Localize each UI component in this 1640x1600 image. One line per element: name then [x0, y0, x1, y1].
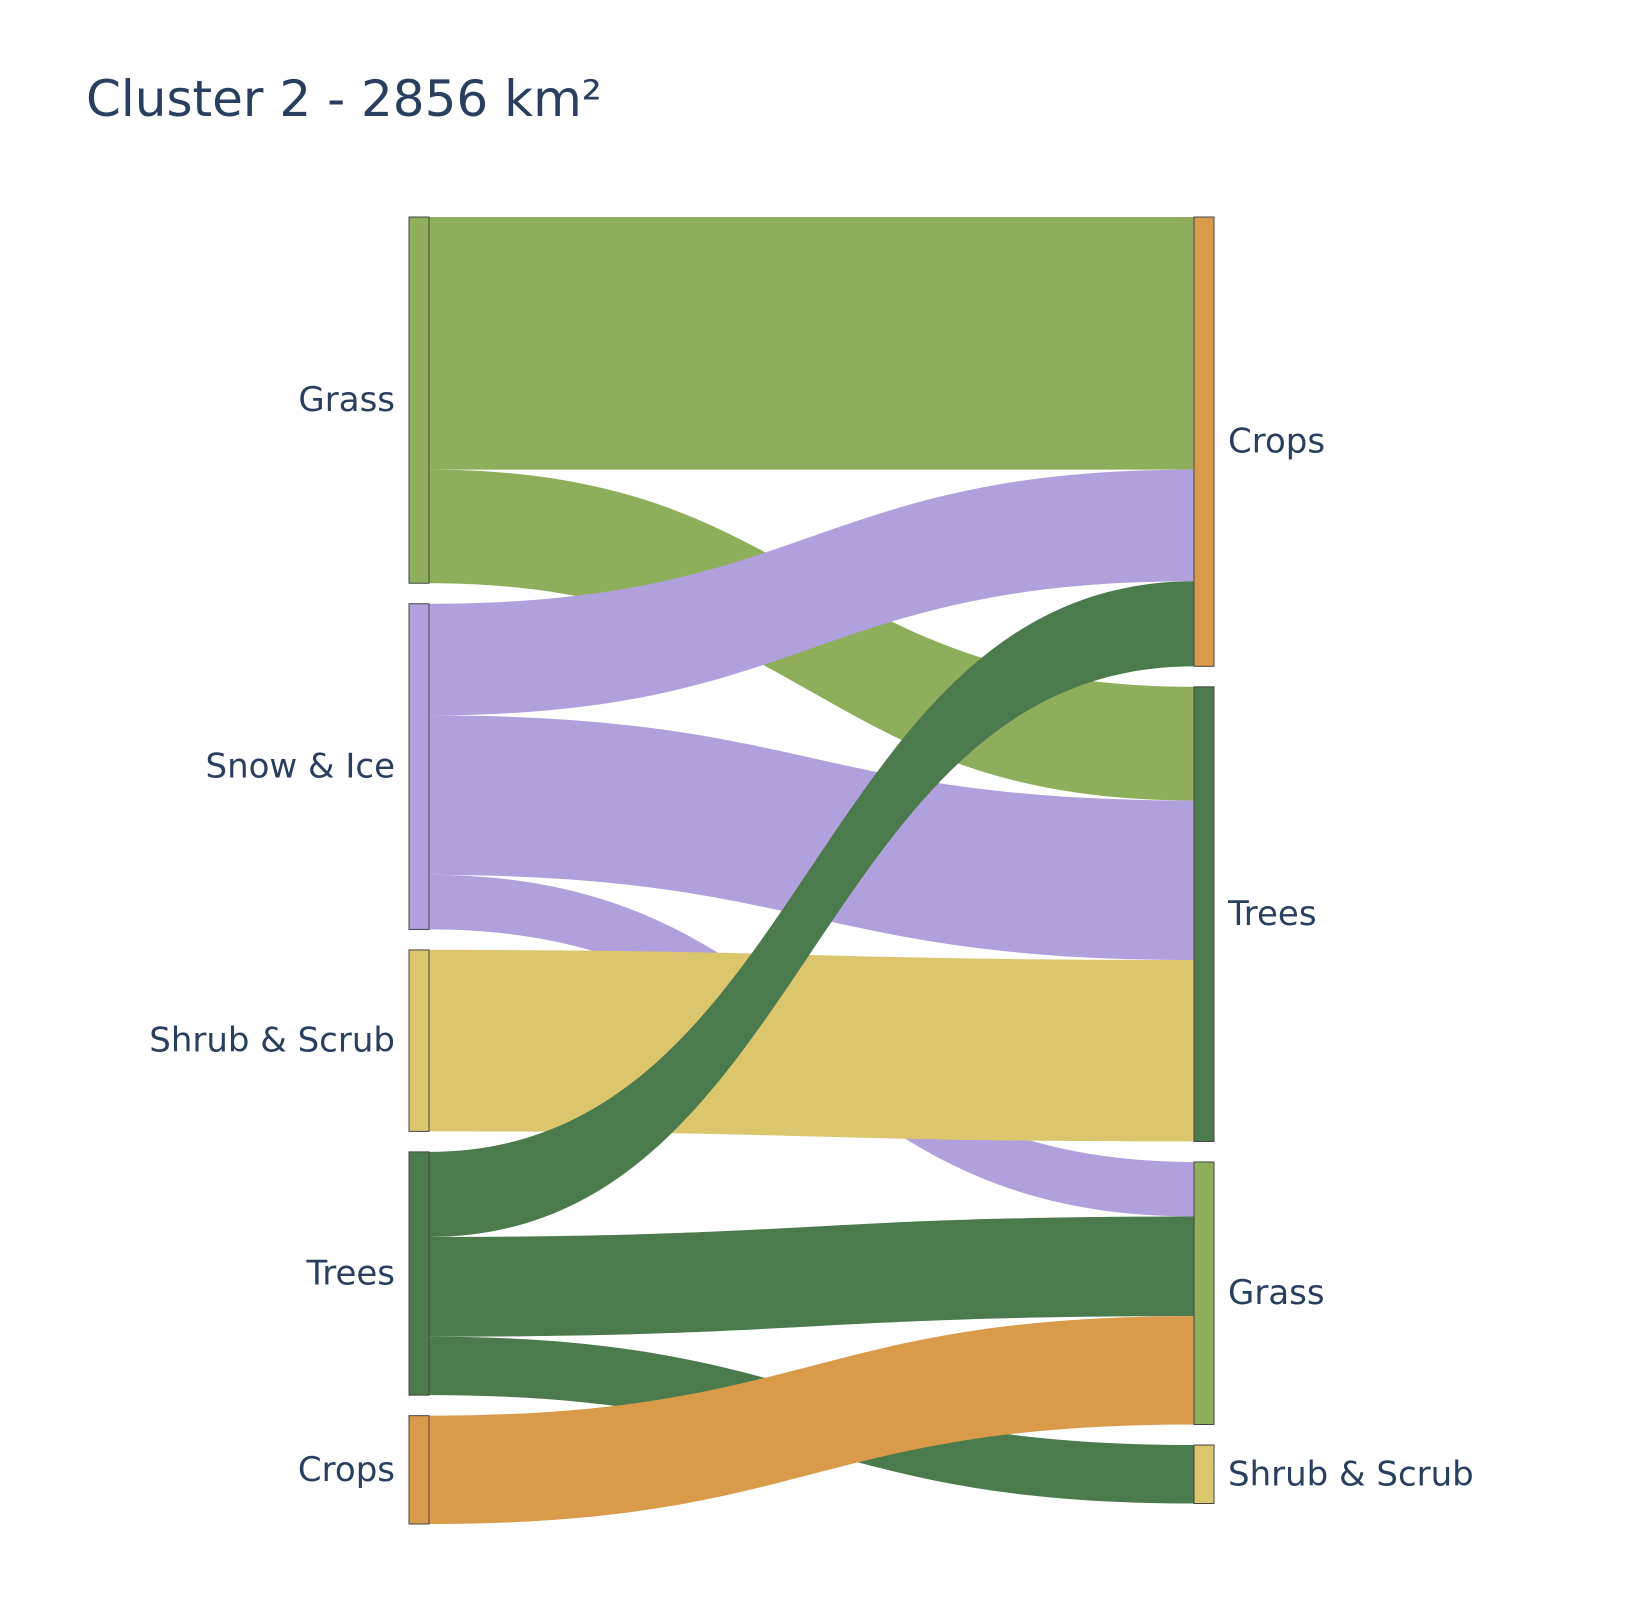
node-label-tgt-trees: Trees: [1227, 894, 1317, 934]
node-label-src-grass: Grass: [298, 380, 395, 420]
node-label-tgt-shrub-scrub: Shrub & Scrub: [1228, 1454, 1474, 1494]
node-src-trees[interactable]: [408, 1151, 430, 1396]
node-src-snow-ice[interactable]: [408, 603, 430, 930]
node-tgt-shrub-scrub[interactable]: [1193, 1444, 1215, 1505]
node-label-src-trees: Trees: [305, 1254, 395, 1294]
node-label-src-snow-ice: Snow & Ice: [205, 747, 395, 787]
link-src-trees-to-tgt-grass[interactable]: [429, 1216, 1194, 1337]
node-label-tgt-crops: Crops: [1228, 422, 1325, 462]
link-src-crops-to-tgt-grass[interactable]: [429, 1316, 1194, 1524]
link-src-snow-ice-to-tgt-trees[interactable]: [429, 715, 1194, 961]
link-src-grass-to-tgt-crops[interactable]: [429, 217, 1194, 470]
node-tgt-trees[interactable]: [1193, 686, 1215, 1142]
link-src-trees-to-tgt-crops[interactable]: [429, 581, 1194, 1237]
links-layer: [429, 217, 1194, 1524]
chart-title: Cluster 2 - 2856 km²: [86, 70, 602, 128]
node-src-shrub-scrub[interactable]: [408, 949, 430, 1132]
node-src-crops[interactable]: [408, 1415, 430, 1525]
node-label-src-shrub-scrub: Shrub & Scrub: [149, 1021, 395, 1061]
node-label-tgt-grass: Grass: [1228, 1273, 1325, 1313]
node-tgt-crops[interactable]: [1193, 216, 1215, 667]
nodes-layer: Grass Snow & Ice Shrub & Scrub Trees Crops Cr…: [149, 216, 1474, 1525]
node-label-src-crops: Crops: [298, 1450, 395, 1490]
node-tgt-grass[interactable]: [1193, 1161, 1215, 1426]
link-src-shrub-scrub-to-tgt-trees[interactable]: [429, 949, 1194, 1142]
node-src-grass[interactable]: [408, 216, 430, 584]
link-src-snow-ice-to-tgt-crops[interactable]: [429, 469, 1194, 716]
